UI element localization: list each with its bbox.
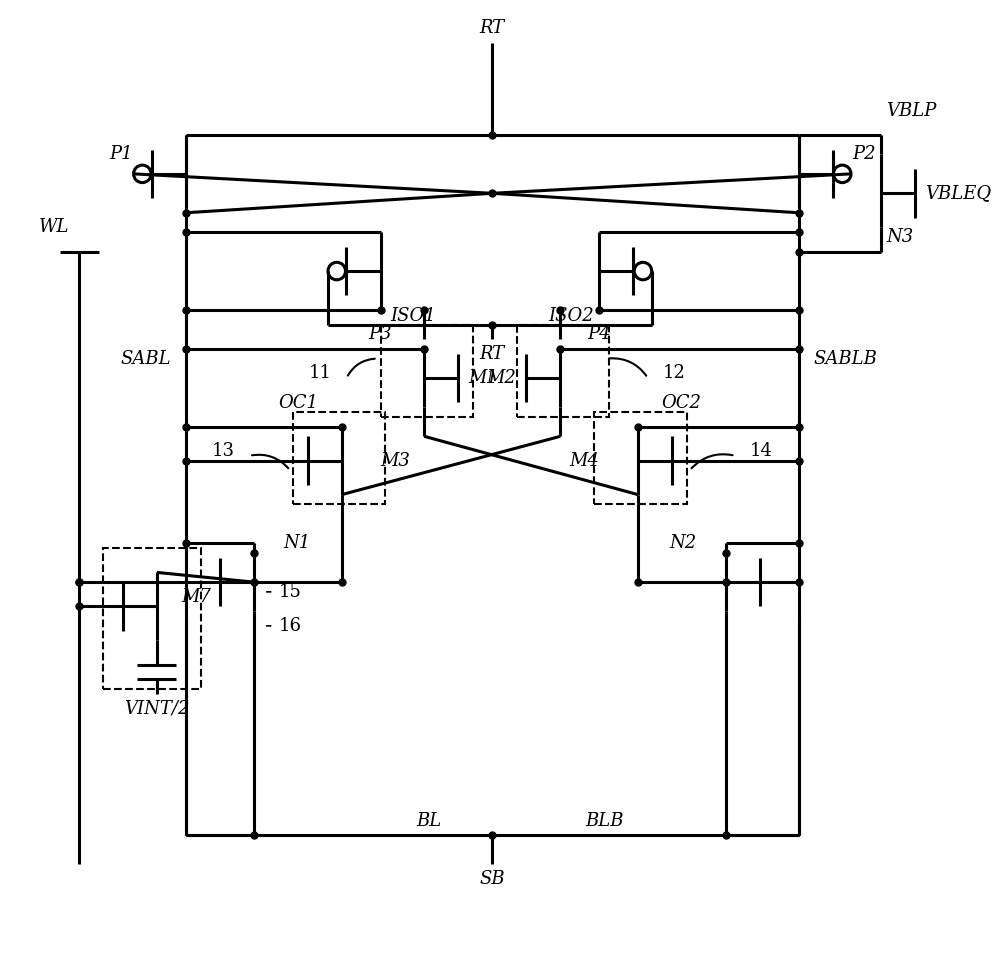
Bar (293, 412, 385, 505)
Text: P4: P4 (587, 324, 611, 343)
Text: SB: SB (479, 869, 505, 888)
Text: 11: 11 (309, 364, 332, 382)
Text: M3: M3 (381, 452, 410, 470)
Text: 12: 12 (662, 364, 685, 382)
Text: SABLB: SABLB (813, 349, 877, 368)
Bar (381, 324, 473, 417)
Text: 16: 16 (278, 617, 301, 635)
Text: ISO1: ISO1 (390, 307, 436, 324)
Text: OC2: OC2 (661, 394, 701, 412)
Text: BL: BL (416, 812, 442, 830)
Text: SABL: SABL (121, 349, 172, 368)
Text: P2: P2 (852, 146, 876, 163)
Text: RT: RT (480, 19, 505, 37)
Bar (103, 548, 201, 689)
Text: N2: N2 (669, 535, 696, 552)
Text: BLB: BLB (585, 812, 623, 830)
Text: WL: WL (39, 218, 69, 236)
Text: P3: P3 (369, 324, 392, 343)
Bar (517, 324, 609, 417)
Text: OC1: OC1 (278, 394, 318, 412)
Text: M1: M1 (468, 369, 498, 387)
Text: VBLP: VBLP (886, 101, 936, 120)
Text: N1: N1 (283, 535, 311, 552)
Text: M2: M2 (487, 369, 517, 387)
Text: 15: 15 (278, 583, 301, 601)
Text: 14: 14 (750, 442, 773, 460)
Text: VINT/2: VINT/2 (124, 700, 190, 718)
Text: 13: 13 (212, 442, 235, 460)
Text: RT: RT (480, 345, 505, 363)
Text: M7: M7 (181, 588, 211, 606)
Text: N3: N3 (886, 228, 913, 246)
Text: ISO2: ISO2 (549, 307, 594, 324)
Bar (594, 412, 687, 505)
Text: VBLEQ: VBLEQ (925, 184, 991, 203)
Text: M4: M4 (569, 452, 599, 470)
Text: P1: P1 (109, 146, 133, 163)
